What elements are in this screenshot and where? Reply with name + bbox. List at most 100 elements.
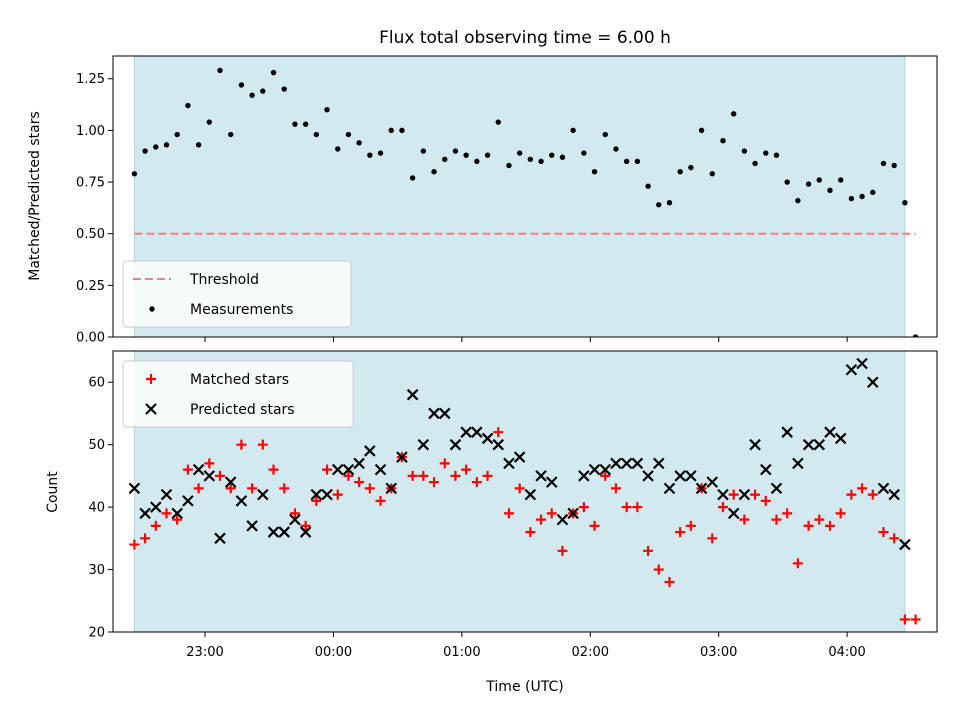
predicted-star-point [535, 470, 547, 482]
matched-star-point [525, 527, 536, 538]
predicted-star-point [738, 488, 751, 501]
matched-star-point [899, 614, 910, 625]
predicted-star-point [321, 488, 333, 501]
measurement-point [837, 177, 844, 183]
top-y-axis-label: Matched/Predicted stars [27, 111, 43, 281]
matched-star-point [760, 495, 771, 506]
flux-ratio-panel: 0.00 0.25 0.50 0.75 1.00 1.25 Threshold Measure… [76, 55, 938, 346]
predicted-star-point [781, 426, 793, 438]
measurement-point [442, 156, 448, 163]
matched-star-point [782, 508, 793, 519]
measurement-point [805, 181, 812, 187]
measurement-point [527, 156, 534, 163]
bottom-y-tick-label: 50 [88, 438, 105, 453]
measurement-point [870, 189, 876, 196]
measurement-point [153, 144, 159, 150]
measurement-point [367, 152, 373, 158]
predicted-star-point [620, 457, 633, 470]
predicted-star-point [364, 445, 376, 457]
matched-star-point [215, 470, 226, 481]
measurement-point [217, 67, 223, 74]
measurement-point [677, 169, 683, 175]
bottom-axes-frame [112, 350, 938, 633]
measurement-point [345, 131, 352, 138]
predicted-star-point [310, 488, 323, 501]
x-tick-label: 02:00 [572, 645, 609, 660]
measurement-point [902, 199, 908, 206]
predicted-star-point [460, 426, 472, 438]
x-tick-label: 01:00 [443, 645, 480, 660]
x-axis-label: Time (UTC) [485, 679, 563, 695]
predicted-star-point [770, 482, 783, 495]
predicted-star-point [824, 426, 836, 438]
predicted-star-point [385, 482, 398, 495]
matched-star-point [664, 577, 675, 588]
matched-star-point [750, 489, 761, 500]
measurement-point [463, 152, 469, 158]
predicted-star-point [760, 463, 772, 476]
matched-star-point [835, 508, 846, 519]
predicted-star-point [792, 457, 804, 470]
matched-star-point [824, 520, 835, 531]
predicted-star-point [192, 463, 205, 476]
measurement-point [848, 195, 855, 202]
bottom-series-1 [128, 357, 911, 551]
matched-star-point [889, 533, 900, 544]
measurement-point [474, 158, 480, 165]
measurement-point [399, 127, 405, 134]
matched-star-point [204, 458, 215, 469]
predicted-star-point [267, 526, 280, 538]
matched-star-point [482, 470, 493, 481]
predicted-star-point [128, 482, 141, 495]
measurement-point [185, 102, 191, 109]
matched-star-point [140, 533, 151, 544]
predicted-star-point [674, 470, 686, 482]
measurement-point [602, 131, 608, 138]
measurement-point [581, 150, 587, 156]
matched-star-point [161, 508, 172, 519]
top-axes-frame [112, 55, 938, 338]
matched-star-point [129, 539, 140, 550]
matched-star-point [803, 520, 814, 531]
top-y-tick-label: 1.00 [76, 124, 105, 139]
matched-star-point [375, 495, 386, 506]
measurement-point [773, 152, 780, 158]
predicted-star-point [396, 451, 408, 463]
measurement-point [206, 119, 213, 125]
measurement-point [570, 127, 576, 134]
measurement-point [324, 107, 330, 113]
measurement-point [784, 179, 790, 185]
measurement-point [891, 162, 897, 169]
measurement-point [741, 148, 748, 154]
measurement-point [292, 121, 298, 127]
matched-star-point [322, 464, 333, 475]
matched-star-point [493, 427, 504, 438]
predicted-star-point [492, 438, 505, 451]
measurement-point [260, 88, 266, 94]
x-tick-label: 03:00 [700, 645, 737, 660]
measurement-point [730, 111, 737, 117]
matched-star-point [632, 502, 643, 513]
matched-star-point [354, 477, 365, 488]
matched-star-point [771, 514, 782, 525]
matched-star-point [418, 470, 429, 481]
matched-star-point [578, 502, 589, 513]
predicted-star-point [631, 457, 644, 470]
predicted-star-point [471, 426, 483, 438]
matched-star-point [450, 470, 461, 481]
measurement-point [420, 148, 427, 154]
measurement-point [912, 334, 919, 337]
measurement-point [709, 171, 715, 177]
bottom-legend: Matched stars Predicted stars [122, 360, 354, 428]
measurement-point [816, 177, 822, 183]
predicted-star-point [567, 507, 579, 520]
predicted-star-point [374, 463, 387, 476]
legend-label: Threshold [189, 272, 259, 288]
predicted-star-point [182, 495, 194, 507]
measurement-point [302, 121, 309, 127]
measurement-point [195, 142, 202, 148]
predicted-star-point [214, 532, 226, 545]
matched-star-point [311, 495, 322, 506]
measurement-point [431, 169, 437, 175]
